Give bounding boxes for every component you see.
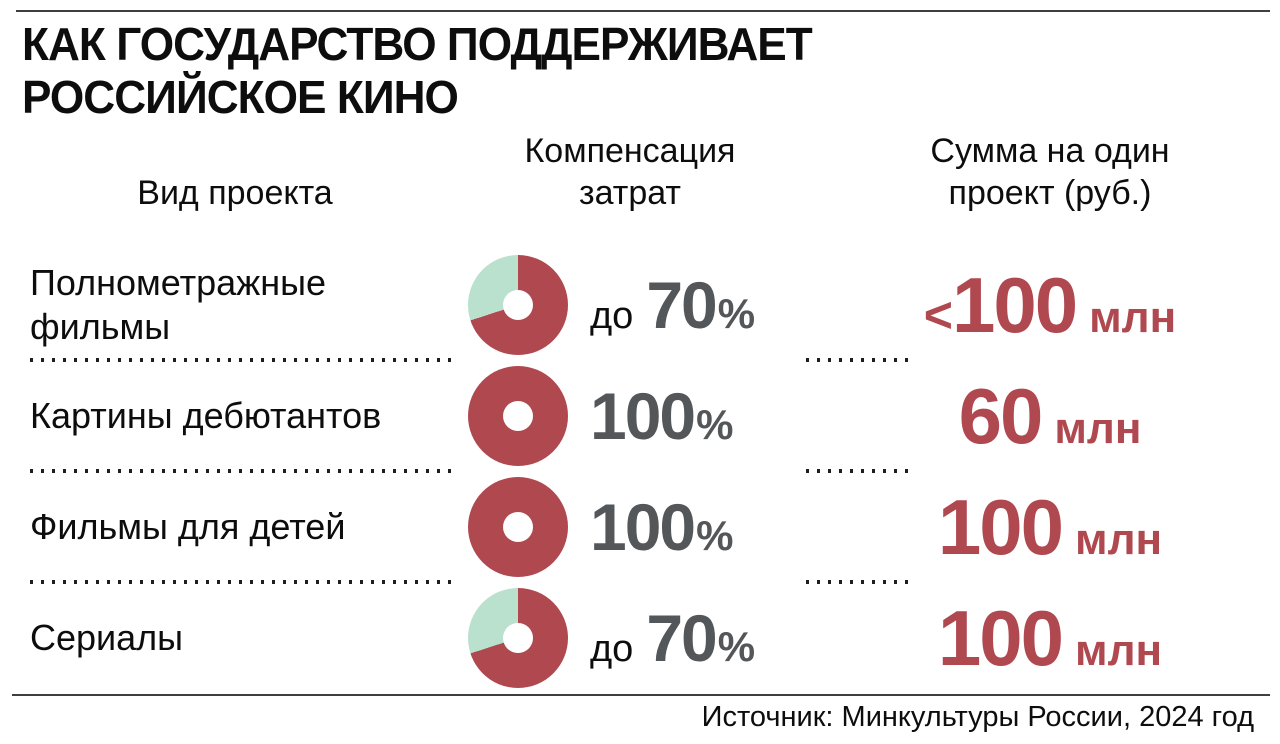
compensation-prefix: до xyxy=(590,295,634,337)
data-table: Полнометражные фильмы до 70 % < 100 млн … xyxy=(0,252,1280,691)
compensation-value: 70 xyxy=(646,601,717,675)
compensation-value: 100 xyxy=(590,490,696,564)
compensation-value: 100 xyxy=(590,379,696,453)
dotted-separator-left xyxy=(30,469,454,473)
less-than-sign: < xyxy=(923,286,953,343)
dotted-separator-left xyxy=(30,580,454,584)
compensation-cell: 100 % xyxy=(440,477,820,577)
amount-unit: млн xyxy=(1075,514,1163,564)
amount-unit: млн xyxy=(1054,403,1142,453)
project-label: Фильмы для детей xyxy=(30,506,346,547)
amount-cell: 60 млн xyxy=(820,371,1280,462)
amount-cell: < 100 млн xyxy=(820,260,1280,351)
project-label: Сериалы xyxy=(30,617,184,658)
dotted-separator xyxy=(0,469,1280,474)
table-row-feature-films: Полнометражные фильмы до 70 % < 100 млн xyxy=(0,252,1280,358)
compensation-text: до 70 % xyxy=(590,267,755,343)
amount-cell: 100 млн xyxy=(820,593,1280,684)
amount-value: 100 xyxy=(937,482,1064,571)
compensation-cell: до 70 % xyxy=(440,255,820,355)
column-header-amount: Сумма на один проект (руб.) xyxy=(930,132,1170,212)
amount-unit: млн xyxy=(1089,292,1177,342)
source-note: Источник: Минкультуры России, 2024 год xyxy=(701,701,1254,733)
amount-cell: 100 млн xyxy=(820,482,1280,573)
compensation-text: 100 % xyxy=(590,378,733,454)
percent-sign: % xyxy=(696,512,734,559)
table-row-debut-films: Картины дебютантов 100 % 60 млн xyxy=(0,363,1280,469)
compensation-cell: до 70 % xyxy=(440,588,820,688)
amount-value: 100 xyxy=(937,593,1064,682)
amount-value: 100 xyxy=(951,260,1078,349)
donut-chart xyxy=(468,588,568,688)
compensation-prefix: до xyxy=(590,628,634,670)
percent-sign: % xyxy=(717,290,756,337)
dotted-separator-left xyxy=(30,358,454,362)
dotted-separator xyxy=(0,580,1280,585)
donut-chart xyxy=(468,366,568,466)
dotted-separator xyxy=(0,358,1280,363)
donut-chart xyxy=(468,255,568,355)
table-row-children-films: Фильмы для детей 100 % 100 млн xyxy=(0,474,1280,580)
compensation-text: 100 % xyxy=(590,489,733,565)
donut-chart xyxy=(468,477,568,577)
amount-unit: млн xyxy=(1075,625,1163,675)
top-divider xyxy=(16,10,1270,12)
dotted-separator-right xyxy=(806,469,910,473)
compensation-cell: 100 % xyxy=(440,366,820,466)
column-header-project: Вид проекта xyxy=(137,174,333,212)
compensation-value: 70 xyxy=(646,268,717,342)
dotted-separator-right xyxy=(806,580,910,584)
table-header-row: Вид проекта Компенсация затрат Сумма на … xyxy=(0,130,1280,218)
amount-value: 60 xyxy=(958,371,1044,460)
page-title: КАК ГОСУДАРСТВО ПОДДЕРЖИВАЕТ РОССИЙСКОЕ … xyxy=(22,18,813,123)
compensation-text: до 70 % xyxy=(590,600,755,676)
project-label: Полнометражные фильмы xyxy=(30,262,326,347)
bottom-divider xyxy=(12,694,1270,696)
table-row-series: Сериалы до 70 % 100 млн xyxy=(0,585,1280,691)
percent-sign: % xyxy=(717,623,756,670)
project-label: Картины дебютантов xyxy=(30,395,382,436)
percent-sign: % xyxy=(696,401,734,448)
dotted-separator-right xyxy=(806,358,910,362)
column-header-compensation: Компенсация затрат xyxy=(524,132,736,212)
